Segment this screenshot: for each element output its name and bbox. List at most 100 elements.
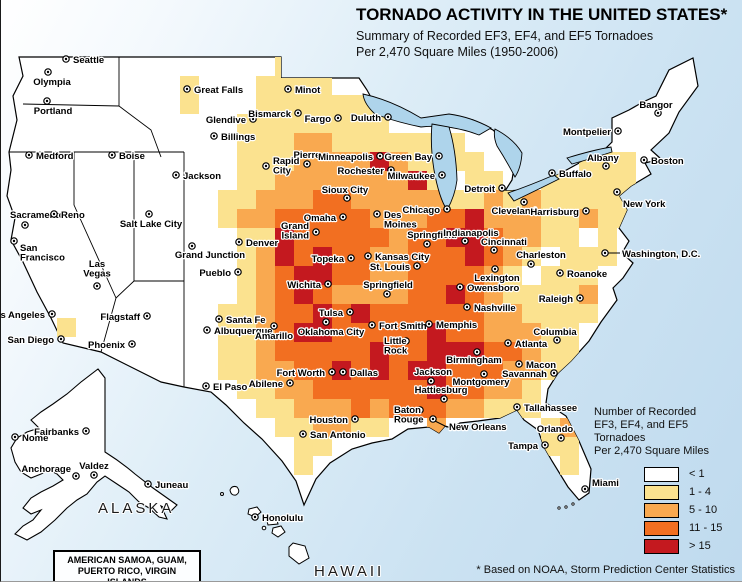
density-cell [598, 247, 617, 266]
city-marker-dot [431, 417, 435, 421]
legend-title-line-2: EF3, EF4, and EF5 Tornadoes [594, 419, 689, 444]
density-cell [408, 285, 427, 304]
city-label: Fairbanks [34, 427, 79, 438]
city-marker-dot [190, 244, 194, 248]
density-cell [294, 133, 313, 152]
density-cell [237, 152, 256, 171]
city-orlando: Orlando [536, 423, 575, 442]
density-cell [218, 209, 237, 228]
density-cell [522, 285, 541, 304]
city-marker-dot [559, 436, 563, 440]
density-cell [389, 228, 408, 247]
city-marker-dot [385, 292, 389, 296]
city-marker-dot [272, 324, 276, 328]
city-label: Charleston [516, 250, 566, 261]
density-cell [332, 95, 351, 114]
density-cell [408, 266, 427, 285]
city-label: Phoenix [88, 340, 126, 351]
city-label: Las [89, 259, 105, 270]
density-cell [446, 266, 465, 285]
city-marker-dot [440, 173, 444, 177]
density-cell [256, 209, 275, 228]
city-medford: Medford [25, 150, 75, 163]
density-cell [275, 247, 294, 266]
density-cell [541, 418, 560, 437]
density-cell [370, 171, 389, 190]
density-cell [256, 285, 275, 304]
island-hawaii [288, 542, 310, 565]
city-seattle: Seattle [62, 54, 105, 67]
city-label: Billings [221, 132, 255, 143]
density-cell [389, 361, 408, 380]
city-label: Glendive [206, 115, 246, 126]
density-cell [275, 57, 294, 76]
tornado-density-extra-cells [57, 318, 76, 337]
city-label: Des [384, 210, 401, 221]
city-label: New Orleans [449, 422, 507, 433]
city-label: Reno [61, 210, 85, 221]
city-raleigh: Raleigh [537, 293, 584, 306]
density-cell [256, 247, 275, 266]
city-el-paso: El Paso [202, 381, 249, 394]
density-cell [389, 171, 408, 190]
density-cell [446, 342, 465, 361]
city-marker-dot [296, 111, 300, 115]
subtitle-line-1: Summary of Recorded EF3, EF4, and EF5 To… [356, 29, 654, 43]
density-cell [522, 247, 541, 266]
city-label: Flagstaff [100, 312, 140, 323]
density-cell [522, 228, 541, 247]
density-cell [427, 247, 446, 266]
density-cell [465, 323, 484, 342]
city-label: Omaha [304, 213, 337, 224]
city-label: Tallahassee [524, 403, 577, 414]
city-montpelier: Montpelier [562, 126, 622, 139]
density-cell [237, 361, 256, 380]
city-label: Macon [526, 360, 556, 371]
city-marker-dot [348, 310, 352, 314]
city-marker-dot [23, 223, 27, 227]
city-marker-dot [130, 342, 134, 346]
density-cell [541, 342, 560, 361]
density-cell [256, 399, 275, 418]
city-label: Duluth [351, 113, 381, 124]
great-lakes [362, 93, 613, 211]
density-cell [389, 266, 408, 285]
legend-swatch [644, 484, 679, 500]
density-cell [294, 228, 313, 247]
city-label: Montpelier [563, 127, 611, 138]
city-fairbanks: Fairbanks [33, 426, 90, 439]
legend-items: < 1 1 - 4 5 - 10 11 - 15 > 15 [644, 466, 742, 554]
city-label: Jackson [183, 171, 221, 182]
city-marker-dot [288, 381, 292, 385]
density-cell [427, 285, 446, 304]
density-cell [256, 76, 275, 95]
city-macon: Macon [515, 359, 557, 372]
density-cell [275, 95, 294, 114]
city-label: Grand Junction [175, 250, 245, 261]
subtitle-line-2: Per 2,470 Square Miles (1950-2006) [356, 45, 559, 59]
density-cell [522, 209, 541, 228]
city-label: Moines [384, 220, 417, 231]
city-phoenix: Phoenix [87, 339, 136, 352]
city-marker-dot [458, 285, 462, 289]
city-marker-dot [305, 162, 309, 166]
density-cell [408, 380, 427, 399]
density-cell [560, 323, 579, 342]
density-cell [484, 342, 503, 361]
density-cell [313, 133, 332, 152]
density-cell [389, 323, 408, 342]
city-marker-dot [583, 487, 587, 491]
density-cell [237, 380, 256, 399]
density-cell [370, 266, 389, 285]
city-marker-dot [375, 212, 379, 216]
city-fargo: Fargo [303, 113, 342, 126]
city-owensboro: Owensboro [456, 282, 521, 295]
city-duluth: Duluth [350, 112, 392, 125]
city-label: Anchorage [21, 464, 71, 475]
density-cell [560, 266, 579, 285]
city-label: San Antonio [310, 430, 366, 441]
city-marker-dot [492, 248, 496, 252]
state-borders [9, 57, 185, 387]
density-cell [332, 228, 351, 247]
